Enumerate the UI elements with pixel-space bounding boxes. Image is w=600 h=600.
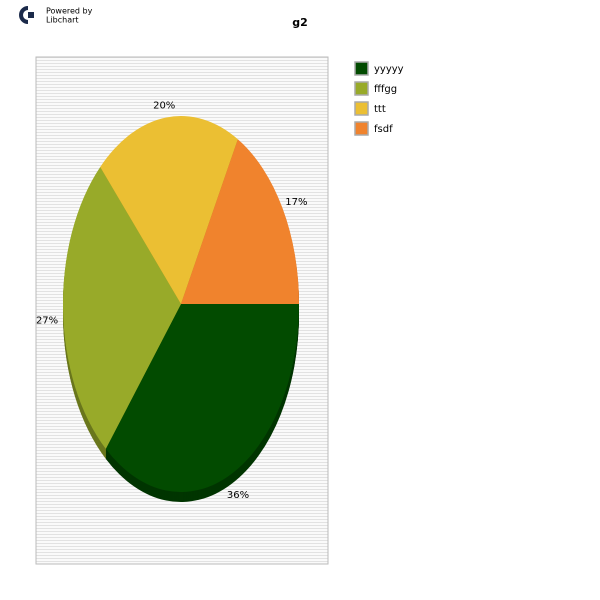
- slice-label: 36%: [227, 490, 249, 501]
- slice-label: 27%: [36, 315, 58, 326]
- legend-swatch: [354, 121, 369, 136]
- chart-title: g2: [292, 16, 308, 29]
- legend-swatch: [354, 81, 369, 96]
- logo-text: Powered by: [46, 7, 93, 16]
- slice-label: 17%: [285, 197, 307, 208]
- logo-text: Libchart: [46, 16, 79, 25]
- legend-swatch: [354, 101, 369, 116]
- slice: [181, 139, 299, 304]
- pie: 36% 27% 20% 17%: [36, 101, 307, 502]
- legend-label: yyyyy: [374, 64, 404, 75]
- legend-swatch: [354, 61, 369, 76]
- legend: yyyyy fffgg ttt fsdf: [354, 61, 404, 136]
- slice: [63, 166, 181, 449]
- slice: [100, 116, 238, 304]
- slice: [105, 304, 299, 493]
- logo: Powered by Libchart: [16, 5, 93, 25]
- legend-label: fsdf: [374, 124, 393, 135]
- legend-label: ttt: [374, 104, 386, 115]
- legend-label: fffgg: [374, 84, 397, 95]
- slice-label: 20%: [153, 101, 175, 112]
